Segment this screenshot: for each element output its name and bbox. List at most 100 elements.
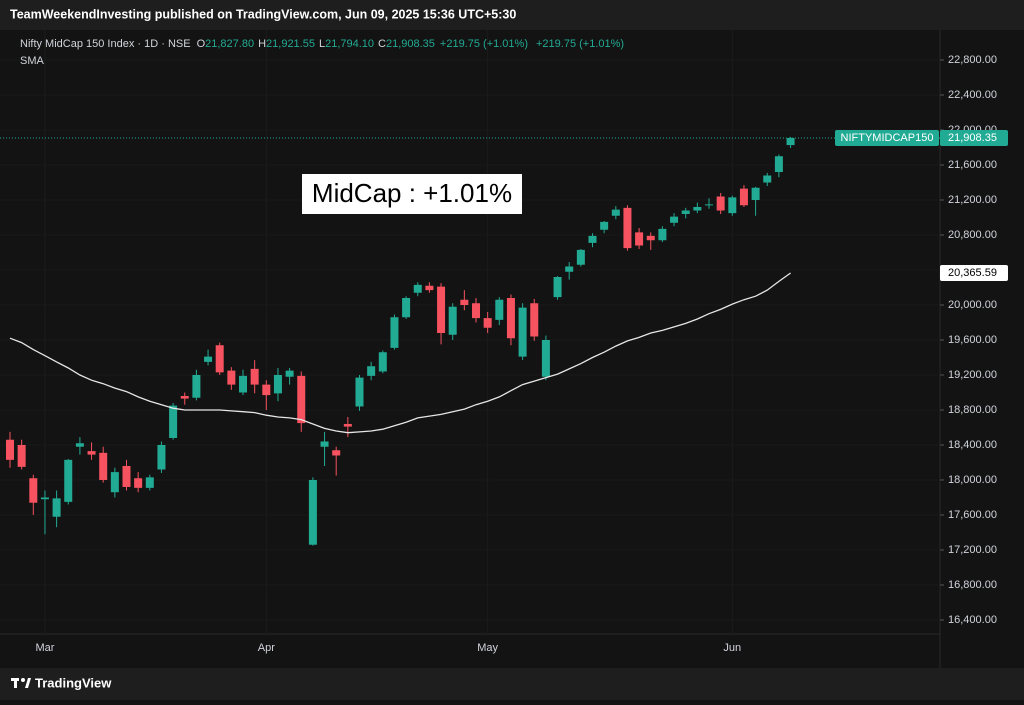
candle-body — [99, 452, 108, 480]
y-tick-label: 17,600.00 — [948, 509, 997, 521]
candle-body — [355, 377, 364, 407]
legend-key: C — [378, 38, 386, 50]
candle-body — [6, 439, 14, 460]
candle-body — [402, 297, 411, 318]
sma-line — [9, 272, 791, 434]
annotation: MidCap : +1.01% — [312, 178, 512, 208]
candle-body — [600, 221, 609, 230]
candle-body — [448, 306, 457, 335]
candle-body — [390, 317, 399, 348]
candle-body — [786, 138, 795, 146]
candle-body — [506, 297, 515, 339]
candle-body — [553, 276, 562, 298]
candle-body — [308, 479, 317, 545]
candle-body — [716, 196, 725, 211]
x-tick-label: May — [477, 642, 498, 654]
candle-body — [367, 366, 376, 376]
x-tick-label: Apr — [258, 642, 275, 654]
x-tick-label: Jun — [723, 642, 741, 654]
legend-key: H — [258, 38, 266, 50]
candle-body — [611, 209, 620, 216]
candle-body — [215, 345, 224, 373]
candle-body — [483, 318, 492, 328]
candle-body — [739, 188, 748, 206]
candle-body — [693, 206, 702, 211]
candle-body — [530, 303, 539, 337]
candle-body — [378, 352, 387, 372]
candle-body — [576, 249, 585, 265]
candle-body — [204, 356, 213, 362]
y-tick-label: 18,800.00 — [948, 404, 997, 416]
candle-body — [635, 232, 644, 246]
y-tick-label: 22,800.00 — [948, 54, 997, 66]
legend-key: L — [319, 38, 325, 50]
y-tick-label: 19,200.00 — [948, 369, 997, 381]
candle-body — [320, 441, 329, 447]
sma-legend: SMA — [20, 55, 45, 67]
footer-bar — [0, 668, 1024, 700]
header-bar — [0, 0, 1024, 30]
price-tag: 21,908.35 — [948, 132, 997, 144]
candle-body — [495, 299, 504, 320]
symbol-tag-bg — [835, 130, 939, 147]
candle-body — [774, 156, 783, 173]
candle-body — [40, 497, 49, 500]
legend-value: 21,908.35 — [386, 38, 435, 50]
candle-body — [64, 459, 73, 502]
candle-body — [588, 235, 597, 243]
candle-body — [518, 307, 527, 357]
candle-body — [227, 370, 236, 385]
legend-symbol: Nifty MidCap 150 Index · 1D · NSE — [20, 38, 191, 50]
candle-body — [728, 197, 737, 214]
legend-value: 21,921.55 — [266, 38, 315, 50]
candle-body — [29, 478, 38, 503]
candle-body — [332, 450, 341, 456]
legend-value: 21,827.80 — [205, 38, 254, 50]
sma-tag: 20,365.59 — [948, 267, 997, 279]
candle-body — [262, 384, 271, 396]
candle-body — [425, 285, 434, 291]
candle-body — [413, 284, 422, 293]
candle-body — [285, 370, 294, 377]
candle-body — [273, 374, 282, 394]
candle-body — [297, 375, 306, 424]
y-tick-label: 16,400.00 — [948, 614, 997, 626]
candle-body — [134, 478, 143, 488]
candle-body — [681, 210, 690, 214]
legend-change: +219.75 (+1.01%) — [440, 38, 528, 50]
plot — [0, 136, 940, 546]
legend-change: +219.75 (+1.01%) — [536, 38, 624, 50]
y-tick-label: 16,800.00 — [948, 579, 997, 591]
y-tick-label: 22,400.00 — [948, 89, 997, 101]
legend-key: O — [197, 38, 206, 50]
candle-body — [541, 339, 550, 377]
candle-body — [646, 235, 655, 241]
candle-body — [122, 465, 131, 487]
footer-brand: TradingView — [35, 675, 112, 690]
y-tick-label: 19,600.00 — [948, 334, 997, 346]
candle-body — [192, 374, 201, 398]
y-tick-label: 18,400.00 — [948, 439, 997, 451]
candle-body — [658, 228, 667, 241]
legend: Nifty MidCap 150 Index · 1D · NSE O21,827… — [20, 38, 624, 50]
candle-body — [157, 444, 166, 470]
candle-body — [239, 375, 247, 393]
candle-body — [437, 286, 446, 333]
candle-body — [751, 187, 760, 200]
candle-body — [472, 303, 480, 319]
candle-body — [705, 204, 713, 206]
candle-body — [52, 498, 61, 517]
y-tick-label: 17,200.00 — [948, 544, 997, 556]
sma-tag-bg — [940, 265, 1008, 282]
grid — [0, 30, 940, 634]
header-text: TeamWeekendInvesting published on Tradin… — [10, 7, 516, 21]
x-tick-label: Mar — [35, 642, 54, 654]
y-tick-label: 21,200.00 — [948, 194, 997, 206]
candle-body — [180, 395, 189, 399]
candle-body — [460, 299, 469, 305]
candle-body — [763, 175, 772, 183]
candle-body — [565, 266, 574, 272]
candle-body — [75, 443, 84, 447]
